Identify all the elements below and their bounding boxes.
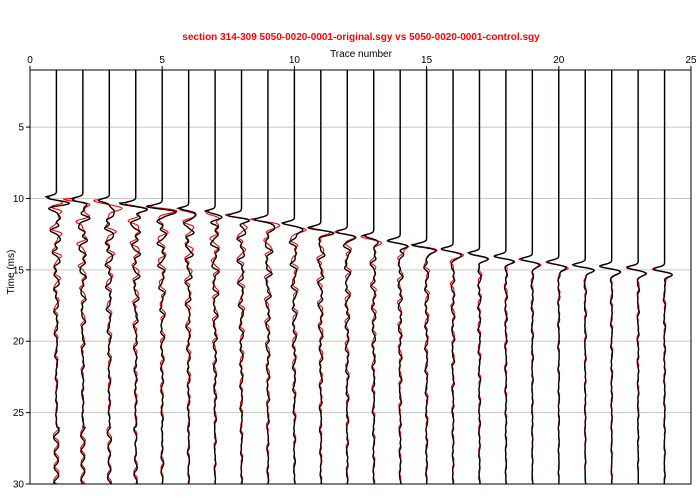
y-axis-title: Time (ms) xyxy=(6,250,17,295)
y-tick-label: 20 xyxy=(13,337,25,348)
y-axis-ticks: 5 10 15 20 25 30 xyxy=(13,123,30,491)
control-trace xyxy=(44,70,71,485)
y-tick-label: 5 xyxy=(18,123,24,134)
original-trace xyxy=(93,70,123,485)
original-trace xyxy=(440,70,465,485)
control-trace xyxy=(546,70,567,485)
control-trace xyxy=(653,70,673,485)
control-trace xyxy=(360,70,379,485)
original-trace xyxy=(572,70,595,485)
original-trace xyxy=(386,70,410,485)
y-tick-label: 10 xyxy=(13,194,25,205)
control-trace xyxy=(226,70,251,485)
original-trace xyxy=(204,70,220,485)
original-trace xyxy=(334,70,356,485)
control-trace xyxy=(335,70,357,485)
original-trace xyxy=(410,70,438,485)
control-trace xyxy=(626,70,647,485)
grid-lines xyxy=(30,126,691,414)
control-trace xyxy=(493,70,516,485)
plot-frame xyxy=(29,69,692,485)
x-tick-label: 0 xyxy=(27,55,33,66)
control-trace xyxy=(306,70,335,485)
x-axis-title: Trace number xyxy=(330,49,393,60)
control-trace xyxy=(571,70,595,485)
x-tick-label: 25 xyxy=(685,55,697,66)
original-trace xyxy=(224,70,250,485)
control-trace xyxy=(253,70,276,485)
chart-title: section 314-309 5050-0020-0001-original.… xyxy=(182,32,540,43)
original-trace xyxy=(493,70,514,485)
y-tick-label: 25 xyxy=(13,408,25,419)
control-trace xyxy=(440,70,463,485)
control-trace xyxy=(97,70,115,485)
original-trace xyxy=(625,70,648,485)
original-trace xyxy=(545,70,569,484)
control-trace xyxy=(520,70,541,484)
x-tick-label: 10 xyxy=(289,55,301,66)
control-trace xyxy=(387,70,409,485)
control-trace xyxy=(70,70,91,485)
control-trace xyxy=(145,70,178,485)
original-trace xyxy=(360,70,383,485)
original-trace xyxy=(250,70,281,485)
control-trace xyxy=(410,70,437,485)
control-trace xyxy=(204,70,223,485)
control-trace xyxy=(599,70,622,485)
y-tick-label: 15 xyxy=(13,265,25,276)
control-trace xyxy=(118,70,148,485)
control-trace xyxy=(175,70,197,485)
original-trace xyxy=(307,70,331,485)
original-trace xyxy=(599,70,622,485)
trace-series xyxy=(44,70,673,485)
y-tick-label: 30 xyxy=(13,480,25,491)
x-tick-label: 20 xyxy=(553,55,565,66)
original-trace xyxy=(175,70,197,485)
original-trace xyxy=(466,70,489,485)
original-trace xyxy=(517,70,542,485)
control-trace xyxy=(280,70,304,485)
x-tick-label: 5 xyxy=(159,55,165,66)
x-axis-ticks: 0 5 10 15 20 25 xyxy=(27,55,697,70)
control-trace xyxy=(467,70,490,485)
original-trace xyxy=(45,70,64,485)
x-tick-label: 15 xyxy=(421,55,433,66)
